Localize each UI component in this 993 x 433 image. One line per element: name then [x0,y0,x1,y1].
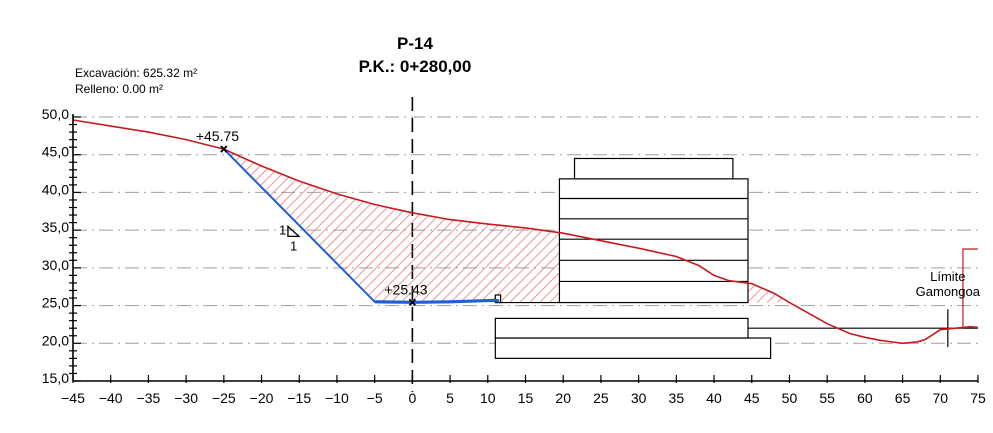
x-tick-label: 45 [744,390,760,406]
boundary-bracket [962,248,978,327]
slope-triangle [287,224,301,238]
profiles [73,119,979,345]
x-tick-label: 0 [408,390,416,406]
terrain-line [73,119,979,345]
x-tick-label: 25 [593,390,609,406]
x-tick-label: 5 [446,390,454,406]
boundary-label: Gamongoa [916,284,981,299]
x-tick-label: 10 [480,390,496,406]
x-tick-label: 55 [819,390,835,406]
profile-id: P-14 [397,34,433,53]
boundary-label: Límite [930,269,965,284]
x-tick-label: 75 [970,390,986,406]
x-tick-label: −40 [99,390,123,406]
y-tick-label: 20,0 [42,332,69,348]
x-tick-label: −10 [325,390,349,406]
building-tower [558,178,749,304]
y-tick-label: 35,0 [42,219,69,235]
station-label: P.K.: 0+280,00 [358,57,472,76]
y-tick-label: 25,0 [42,295,69,311]
excavation-bottom [374,298,500,304]
elevation-label: +25.43 [384,281,427,297]
x-tick-label: −20 [250,390,274,406]
y-tick-label: 45,0 [42,144,69,160]
x-tick-label: 50 [782,390,798,406]
elevation-marker [408,298,417,306]
x-tick-label: 70 [933,390,949,406]
building-structure [494,157,978,359]
x-tick-label: −30 [174,390,198,406]
y-tick-label: 50,0 [42,106,69,122]
x-tick-label: −5 [367,390,383,406]
x-tick-label: 15 [518,390,534,406]
axes: −45 −40 −35 −30 −25 −20 −15 −10 −5 0 5 10 15 20 25 30 35… [42,106,986,406]
elevation-marker [220,145,228,153]
basement-block [494,317,749,339]
slope-vertical: 1 [279,222,286,237]
elevation-label: +45.75 [196,128,239,144]
x-tick-label: 35 [669,390,685,406]
x-tick-label: −15 [287,390,311,406]
x-tick-label: −35 [137,390,161,406]
slope-horizontal: 1 [290,238,297,253]
x-tick-label: 20 [555,390,571,406]
x-tick-label: 60 [857,390,873,406]
x-tick-label: 40 [706,390,722,406]
fill-area: Relleno: 0.00 m² [75,82,164,96]
y-tick-label: 30,0 [42,257,69,273]
x-tick-label: −45 [61,390,85,406]
x-tick-label: −25 [212,390,236,406]
foundation-slab [494,337,772,359]
building-top [573,157,734,180]
y-tick-label: 15,0 [42,370,69,386]
x-tick-label: 30 [631,390,647,406]
excavation-area: Excavación: 625.32 m² [75,66,198,80]
y-tick-label: 40,0 [42,181,69,197]
x-tick-label: 65 [895,390,911,406]
